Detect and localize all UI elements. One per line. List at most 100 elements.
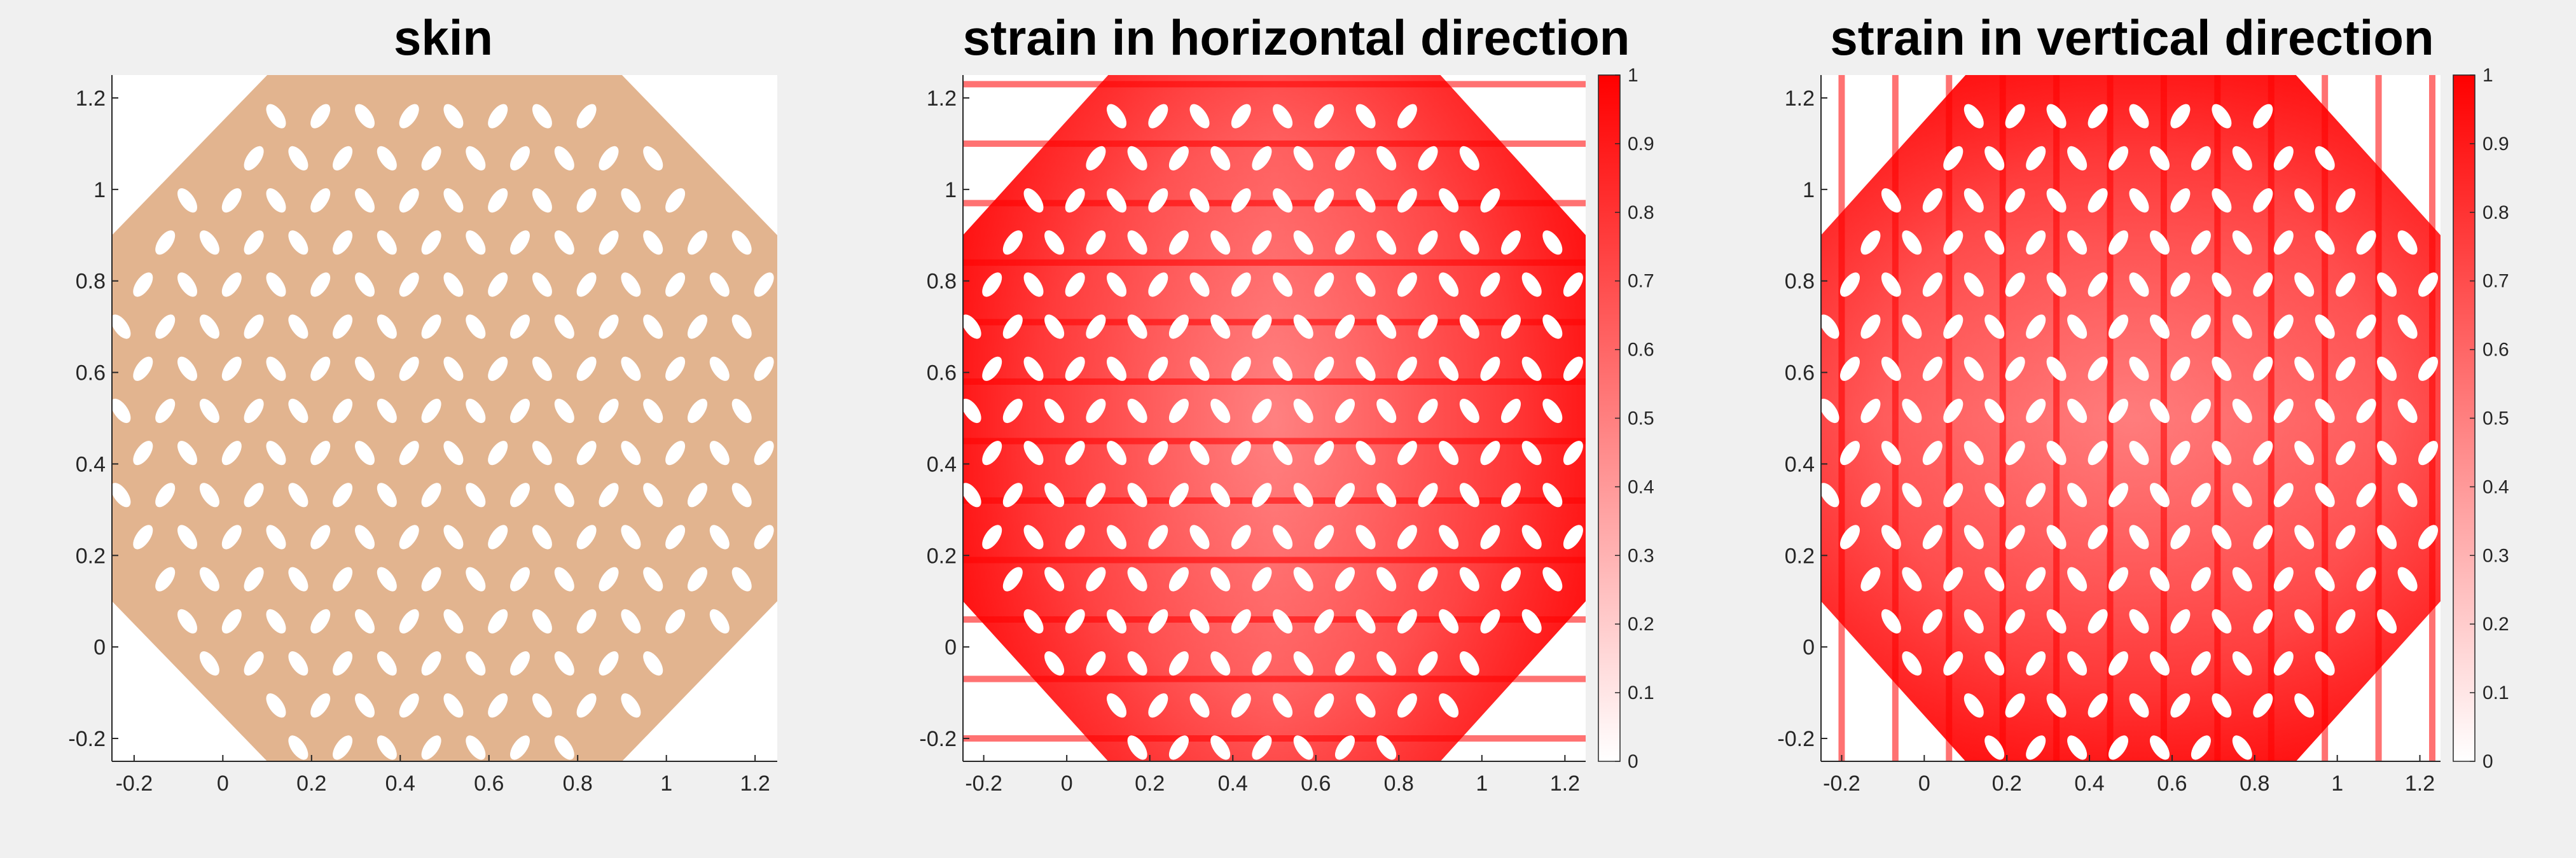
colorbar-tick-label: 0.7: [2483, 271, 2509, 292]
x-tick-label: 0.2: [296, 772, 326, 796]
hole: [2170, 356, 2191, 381]
colorbar-tick-label: 0.9: [1628, 134, 1654, 155]
hole: [2377, 609, 2397, 633]
hole: [2232, 651, 2252, 676]
hole: [2108, 398, 2129, 424]
hole: [1418, 230, 1438, 255]
hole: [2026, 230, 2046, 255]
hole: [2397, 398, 2418, 424]
hole: [2026, 483, 2046, 508]
hole: [266, 188, 286, 213]
hole: [599, 483, 619, 508]
y-tick-label: -0.2: [1777, 727, 1815, 751]
hole: [1127, 651, 1147, 676]
hole: [1355, 104, 1376, 128]
hole: [199, 651, 219, 676]
hole: [731, 314, 752, 339]
colorbar-tick-label: 0.1: [2483, 682, 2509, 703]
hole: [982, 272, 1002, 297]
hole: [2149, 567, 2170, 592]
hole: [1210, 735, 1231, 760]
hole: [1480, 441, 1500, 466]
colorbar-tick-label: 0.4: [2483, 476, 2509, 497]
hole: [377, 314, 397, 339]
hole: [288, 314, 308, 339]
hole: [599, 651, 619, 676]
hole: [1439, 525, 1459, 550]
hole: [155, 398, 176, 424]
hole: [155, 230, 176, 255]
hole: [1963, 104, 1984, 128]
hole: [2088, 356, 2108, 381]
hole: [354, 272, 375, 297]
hole: [1189, 441, 1210, 466]
hole: [1943, 651, 1963, 676]
y-tick-label: 0.2: [1785, 544, 1815, 568]
hole: [1334, 735, 1355, 760]
hole: [621, 272, 641, 297]
hole: [1563, 525, 1583, 550]
hole: [1231, 441, 1251, 466]
hole: [1376, 146, 1397, 170]
hole: [199, 230, 219, 255]
hole: [2005, 525, 2025, 550]
hole: [2026, 398, 2046, 424]
hole: [1902, 651, 1922, 676]
hole: [2273, 230, 2294, 255]
hole: [1210, 146, 1231, 170]
hole: [244, 483, 264, 508]
colorbar-tick-label: 0.2: [1628, 614, 1654, 635]
hole: [576, 693, 597, 718]
hole: [1860, 230, 1881, 255]
hole: [443, 272, 464, 297]
hole: [1902, 230, 1922, 255]
hole: [2129, 441, 2149, 466]
hole: [2356, 483, 2376, 508]
hole: [399, 693, 419, 718]
hole: [2026, 146, 2046, 170]
hole: [2377, 525, 2397, 550]
hole: [2046, 272, 2067, 297]
hole: [709, 356, 730, 381]
hole: [576, 272, 597, 297]
x-tick-label: 0.8: [563, 772, 593, 796]
hole: [266, 272, 286, 297]
hole: [1542, 314, 1563, 339]
hole: [2336, 272, 2356, 297]
hole: [443, 104, 464, 128]
hole: [1127, 735, 1147, 760]
hole: [266, 356, 286, 381]
colorbar: 0 0.1 0.2 0.3 0.4 0.5 0.6 0.7 0.8 0.9 1: [2453, 65, 2509, 772]
x-tick-label: 0.2: [1135, 772, 1165, 796]
hole: [266, 441, 286, 466]
hole: [1943, 314, 1963, 339]
hole: [1273, 188, 1293, 213]
hole: [1480, 525, 1500, 550]
hole: [1210, 651, 1231, 676]
x-tick-label: 0: [217, 772, 229, 796]
hole: [2046, 188, 2067, 213]
hole: [1086, 146, 1106, 170]
hole: [665, 356, 686, 381]
hole: [1127, 567, 1147, 592]
hole: [333, 146, 353, 170]
hole: [1480, 356, 1500, 381]
hole: [709, 525, 730, 550]
hole: [2149, 651, 2170, 676]
hole: [2212, 188, 2232, 213]
hole: [466, 398, 486, 424]
hole: [1963, 525, 1984, 550]
hole: [643, 230, 663, 255]
hole: [2253, 188, 2273, 213]
hole: [532, 525, 552, 550]
hole: [1314, 609, 1334, 633]
hole: [621, 356, 641, 381]
panel-title: strain in vertical direction: [1830, 10, 2434, 66]
hole: [687, 398, 708, 424]
hole: [1563, 356, 1583, 381]
x-tick-label: 0.6: [2157, 772, 2187, 796]
hole: [2170, 441, 2191, 466]
hole: [2336, 525, 2356, 550]
hole: [2088, 693, 2108, 718]
hole: [1963, 188, 1984, 213]
